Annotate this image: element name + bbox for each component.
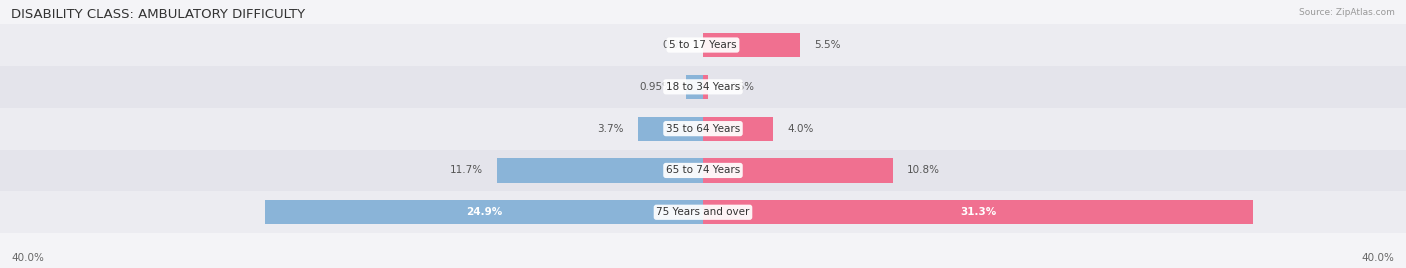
Text: DISABILITY CLASS: AMBULATORY DIFFICULTY: DISABILITY CLASS: AMBULATORY DIFFICULTY <box>11 8 305 21</box>
Bar <box>703 158 893 183</box>
Text: 65 to 74 Years: 65 to 74 Years <box>666 165 740 176</box>
Text: 3.7%: 3.7% <box>598 124 624 134</box>
Text: 0.26%: 0.26% <box>721 82 755 92</box>
Text: 18 to 34 Years: 18 to 34 Years <box>666 82 740 92</box>
Text: 0.95%: 0.95% <box>640 82 672 92</box>
Bar <box>638 117 703 141</box>
Bar <box>0 66 1406 108</box>
Text: 5.5%: 5.5% <box>814 40 841 50</box>
Bar <box>703 75 707 99</box>
Text: 5 to 17 Years: 5 to 17 Years <box>669 40 737 50</box>
Text: 4.0%: 4.0% <box>787 124 814 134</box>
Bar <box>703 33 800 57</box>
Text: 35 to 64 Years: 35 to 64 Years <box>666 124 740 134</box>
Text: 40.0%: 40.0% <box>11 253 44 263</box>
Text: 0.0%: 0.0% <box>662 40 689 50</box>
Bar <box>703 117 773 141</box>
Bar <box>0 24 1406 66</box>
Bar <box>266 200 703 224</box>
Bar <box>703 200 1253 224</box>
Text: 10.8%: 10.8% <box>907 165 939 176</box>
Bar <box>498 158 703 183</box>
Bar <box>0 108 1406 150</box>
Text: Source: ZipAtlas.com: Source: ZipAtlas.com <box>1299 8 1395 17</box>
Text: 11.7%: 11.7% <box>450 165 484 176</box>
Text: 24.9%: 24.9% <box>465 207 502 217</box>
Text: 40.0%: 40.0% <box>1362 253 1395 263</box>
Bar <box>0 191 1406 233</box>
Text: 75 Years and over: 75 Years and over <box>657 207 749 217</box>
Text: 31.3%: 31.3% <box>960 207 997 217</box>
Bar <box>686 75 703 99</box>
Bar <box>0 150 1406 191</box>
